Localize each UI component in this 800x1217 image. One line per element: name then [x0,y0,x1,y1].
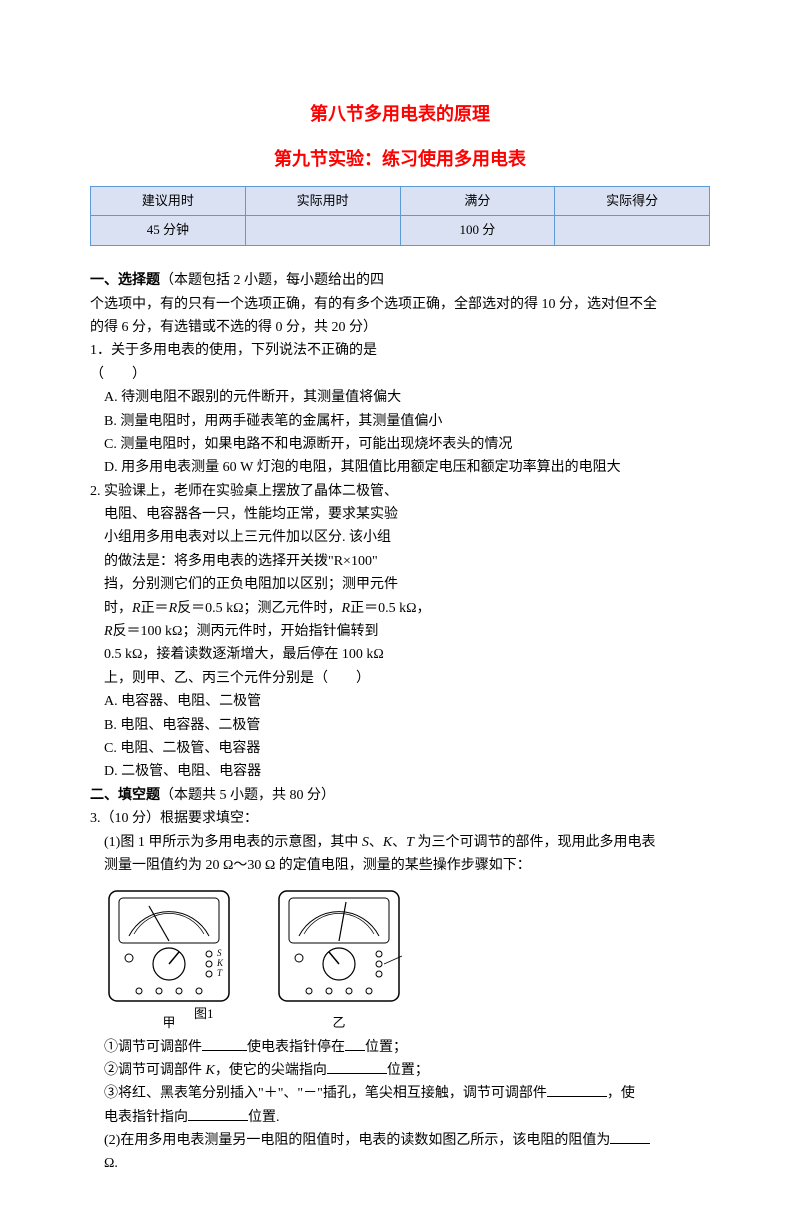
th-actual-score: 实际得分 [555,186,710,216]
q2-l6a: 时， [104,601,132,616]
blank [327,1060,387,1074]
q3-s3c-line: 电表指针指向 位置. [90,1107,710,1129]
blank [610,1130,650,1144]
meter-icon: S K T [104,886,234,1006]
q3-p4b: Ω. [90,1153,710,1175]
fig-overlay-label: 图1 [194,1004,214,1025]
section2-heading-note: （本题共 5 小题，共 80 分） [160,788,335,803]
svg-text:K: K [216,958,224,968]
fig-label-right: 乙 [274,1013,404,1034]
q3-p1a: (1)图 1 甲所示为多用电表的示意图，其中 [104,835,362,850]
th-actual-time: 实际用时 [245,186,400,216]
table-row: 45 分钟 100 分 [91,216,710,246]
q3-s1b: 使电表指针停在 [247,1040,345,1055]
q3-p4a: (2)在用多用电表测量另一电阻的阻值时，电表的读数如图乙所示，该电阻的阻值为 [104,1133,610,1148]
blank [202,1037,247,1051]
q2-l2: 电阻、电容器各一只，性能均正常，要求某实验 [90,504,710,526]
q2-l3: 小组用多用电表对以上三元件加以区分. 该小组 [90,527,710,549]
q1-optC: C. 测量电阻时，如果电路不和电源断开，可能出现烧坏表头的情况 [90,434,710,456]
section2-heading: 二、填空题（本题共 5 小题，共 80 分） [90,785,710,807]
q3-s2: ②调节可调部件 K，使它的尖端指向 位置； [90,1060,710,1082]
q3-s1a: ①调节可调部件 [104,1040,202,1055]
svg-text:S: S [217,948,222,958]
q2-l6c: 正＝ [141,601,169,616]
q2-l4: 的做法是：将多用电表的选择开关拨"R×100" [90,551,710,573]
q2-l5: 挡，分别测它们的正负电阻加以区别；测甲元件 [90,574,710,596]
q2-optA: A. 电容器、电阻、二极管 [90,691,710,713]
q1-paren: （ ） [90,364,710,386]
table-row: 建议用时 实际用时 满分 实际得分 [91,186,710,216]
q3-s2c: 位置； [387,1063,429,1078]
q3-p2: 测量一阻值约为 20 Ω～30 Ω 的定值电阻，测量的某些操作步骤如下： [90,855,710,877]
q1-optB: B. 测量电阻时，用两手碰表笔的金属杆，其测量值偏小 [90,411,710,433]
q3-p1t: T [406,835,414,850]
q3-stem: 3.（10 分）根据要求填空： [90,808,710,830]
section2-heading-text: 二、填空题 [90,788,160,803]
meter-left: S K T 甲 图1 [104,886,234,1033]
q2-optC: C. 电阻、二极管、电容器 [90,738,710,760]
q2-l1: 2. 实验课上，老师在实验桌上摆放了晶体二极管、 [90,481,710,503]
q2-l6f: R [342,601,351,616]
td-actual-time [245,216,400,246]
q2-l6: 时，R正＝R反＝0.5 kΩ；测乙元件时，R正＝0.5 kΩ， [90,598,710,620]
section1-heading-note: （本题包括 2 小题，每小题给出的四 [160,273,384,288]
q2-l6g: 正＝0.5 kΩ， [350,601,430,616]
td-full-score: 100 分 [400,216,555,246]
q3-s1: ①调节可调部件 使电表指针停在 位置； [90,1037,710,1059]
q2-l7b: 反＝100 kΩ；测丙元件时，开始指针偏转到 [113,624,379,639]
q2-l6b: R [132,601,141,616]
figures-row: S K T 甲 图1 乙 [90,878,710,1035]
q3-p1: (1)图 1 甲所示为多用电表的示意图，其中 S、K、T 为三个可调节的部件，现… [90,832,710,854]
meter-icon [274,886,404,1006]
th-full-score: 满分 [400,186,555,216]
q3-s3a: ③将红、黑表笔分别插入"＋"、"－"插孔，笔尖相互接触，调节可调部件 [104,1086,547,1101]
info-table: 建议用时 实际用时 满分 实际得分 45 分钟 100 分 [90,186,710,247]
section1-intro2: 的得 6 分，有选错或不选的得 0 分，共 20 分） [90,317,710,339]
q3-s2a: ②调节可调部件 [104,1063,206,1078]
q2-optB: B. 电阻、电容器、二极管 [90,715,710,737]
q3-p1d: 为三个可调节的部件，现用此多用电表 [414,835,656,850]
q3-s3b: ，使 [607,1086,635,1101]
q3-p1b: 、 [369,835,383,850]
fig-label-left: 甲 [104,1013,234,1034]
svg-text:T: T [217,968,223,978]
td-actual-score [555,216,710,246]
meter-right: 乙 [274,886,404,1033]
title-sub: 第九节实验：练习使用多用电表 [90,145,710,174]
q3-s3d: 位置. [248,1110,280,1125]
th-suggested-time: 建议用时 [91,186,246,216]
q2-l6d: R [169,601,178,616]
blank [345,1037,365,1051]
q2-l7a: R [104,624,113,639]
q3-p4: (2)在用多用电表测量另一电阻的阻值时，电表的读数如图乙所示，该电阻的阻值为 [90,1130,710,1152]
q3-p1k: K [383,835,392,850]
td-suggested-time: 45 分钟 [91,216,246,246]
q3-s3: ③将红、黑表笔分别插入"＋"、"－"插孔，笔尖相互接触，调节可调部件 ，使 [90,1083,710,1105]
section1-intro1: 个选项中，有的只有一个选项正确，有的有多个选项正确，全部选对的得 10 分，选对… [90,294,710,316]
section1-heading-text: 一、选择题 [90,273,160,288]
section1-heading: 一、选择题（本题包括 2 小题，每小题给出的四 [90,270,710,292]
q3-s2k: K [206,1063,215,1078]
q1-optD: D. 用多用电表测量 60 W 灯泡的电阻，其阻值比用额定电压和额定功率算出的电… [90,457,710,479]
q3-p1c: 、 [392,835,406,850]
q1-stem: 1．关于多用电表的使用，下列说法不正确的是 [90,340,710,362]
q2-l7: R反＝100 kΩ；测丙元件时，开始指针偏转到 [90,621,710,643]
q3-p1s: S [362,835,369,850]
q1-optA: A. 待测电阻不跟别的元件断开，其测量值将偏大 [90,387,710,409]
blank [547,1083,607,1097]
q2-l6e: 反＝0.5 kΩ；测乙元件时， [177,601,341,616]
q3-s2b: ，使它的尖端指向 [215,1063,327,1078]
q2-l8: 0.5 kΩ，接着读数逐渐增大，最后停在 100 kΩ [90,644,710,666]
q2-l9: 上，则甲、乙、丙三个元件分别是（ ） [90,668,710,690]
blank [188,1107,248,1121]
q3-s1c: 位置； [365,1040,407,1055]
title-main: 第八节多用电表的原理 [90,100,710,129]
q3-s3c: 电表指针指向 [104,1110,188,1125]
q2-optD: D. 二极管、电阻、电容器 [90,761,710,783]
